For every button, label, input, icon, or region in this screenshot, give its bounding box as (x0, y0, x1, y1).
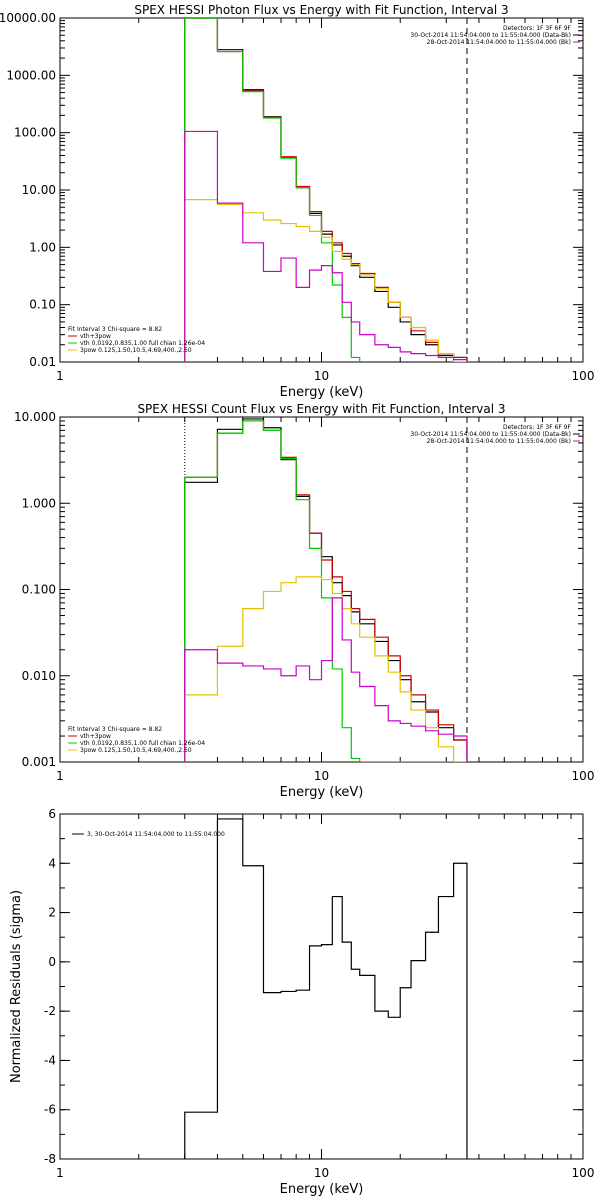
series-3pow (184, 576, 468, 762)
series-data-bk (184, 418, 468, 762)
x-tick-label: 10 (314, 769, 329, 783)
legend-entry: Detectors: 1F 3F 6F 9F (503, 25, 572, 32)
legend-entry: vth 0.0192,0.835,1.00 full chian 1.26e-0… (80, 340, 205, 347)
legend-entry: 28-Oct-2014 11:54:04.000 to 11:55:04.000… (427, 438, 571, 445)
y-tick-label: 2 (48, 906, 56, 920)
legend-bottom-left: Fit Interval 3 Chi-square = 8.82vth+3pow… (68, 326, 205, 354)
legend-bottom-left: Fit Interval 3 Chi-square = 8.82vth+3pow… (68, 726, 205, 754)
x-axis-label: Energy (keV) (280, 385, 364, 400)
plot-frame (59, 17, 584, 363)
y-tick-label: 0.001 (22, 755, 56, 769)
legend-entry: vth+3pow (80, 333, 111, 340)
x-tick-label: 10 (314, 369, 329, 383)
legend-entry: 30-Oct-2014 11:54:04.000 to 11:55:04.000… (410, 32, 571, 39)
series-3pow (184, 199, 468, 362)
y-tick-label: 0.01 (29, 355, 56, 369)
legend-entry: vth+3pow (80, 733, 111, 740)
legend-entry: 3pow 0.125,1.50,10.5,4.69,400.,2.50 (80, 747, 192, 754)
chart-title: SPEX HESSI Photon Flux vs Energy with Fi… (134, 3, 508, 17)
y-tick-label: 10.00 (22, 183, 56, 197)
x-tick-label: 1 (56, 1166, 64, 1180)
plot-area (184, 417, 468, 762)
series-vth (184, 18, 361, 362)
legend-entry: 28-Oct-2014 11:54:04.000 to 11:55:04.000… (427, 39, 571, 46)
chart-panel-1: SPEX HESSI Photon Flux vs Energy with Fi… (0, 3, 595, 400)
x-tick-label: 1 (56, 369, 64, 383)
y-tick-label: 10.000 (14, 410, 56, 424)
x-axis-label: Energy (keV) (280, 1182, 364, 1197)
x-tick-label: 100 (572, 769, 595, 783)
plot-frame (59, 813, 584, 1160)
y-tick-label: -8 (44, 1152, 56, 1166)
y-tick-label: 4 (48, 856, 56, 870)
y-tick-label: 6 (48, 807, 56, 821)
y-tick-label: -2 (44, 1004, 56, 1018)
x-tick-label: 100 (572, 1166, 595, 1180)
series-residuals (184, 818, 468, 1159)
chart-panel-2: SPEX HESSI Count Flux vs Energy with Fit… (14, 402, 594, 800)
legend-entry: Fit Interval 3 Chi-square = 8.82 (68, 326, 162, 333)
series-data-bk (184, 18, 468, 362)
legend-entry: 3, 30-Oct-2014 11:54:04.000 to 11:55:04.… (87, 831, 225, 838)
y-tick-label: 100.00 (14, 126, 56, 140)
legend-entry: vth 0.0192,0.835,1.00 full chian 1.26e-0… (80, 740, 205, 747)
x-tick-label: 1 (56, 769, 64, 783)
y-tick-label: -6 (44, 1103, 56, 1117)
series-vth (184, 420, 468, 762)
x-axis-label: Energy (keV) (280, 785, 364, 800)
y-axis-label: Normalized Residuals (sigma) (9, 890, 24, 1083)
y-tick-label: 0.100 (22, 583, 56, 597)
series-bk (184, 597, 468, 762)
x-tick-label: 10 (314, 1166, 329, 1180)
series-bk (184, 130, 468, 362)
chart-panel-3: 1 10 100 Energy (keV) -8 -6 -4 -2 0 2 4 6 Normalized… (9, 807, 594, 1197)
y-tick-label: 1000.00 (6, 68, 56, 82)
series-vth-3pow (184, 18, 468, 362)
y-tick-label: 0.010 (22, 669, 56, 683)
plot-area (184, 818, 468, 1159)
y-tick-label: 10000.00 (0, 11, 56, 25)
legend-entry: 3pow 0.125,1.50,10.5,4.69,400.,2.50 (80, 347, 192, 354)
plot-area (184, 18, 468, 362)
legend-entry: 30-Oct-2014 11:54:04.000 to 11:55:04.000… (410, 431, 571, 438)
series-vth-3pow (184, 420, 468, 762)
legend-top-left: 3, 30-Oct-2014 11:54:04.000 to 11:55:04.… (72, 831, 225, 838)
y-tick-label: 1.00 (29, 240, 56, 254)
y-tick-label: -4 (44, 1053, 56, 1067)
x-tick-label: 100 (572, 369, 595, 383)
legend-entry: Fit Interval 3 Chi-square = 8.82 (68, 726, 162, 733)
y-tick-label: 1.000 (22, 496, 56, 510)
y-tick-label: 0.10 (29, 298, 56, 312)
legend-entry: Detectors: 1F 3F 6F 9F (503, 424, 572, 431)
chart-title: SPEX HESSI Count Flux vs Energy with Fit… (137, 402, 505, 416)
y-tick-label: 0 (48, 955, 56, 969)
